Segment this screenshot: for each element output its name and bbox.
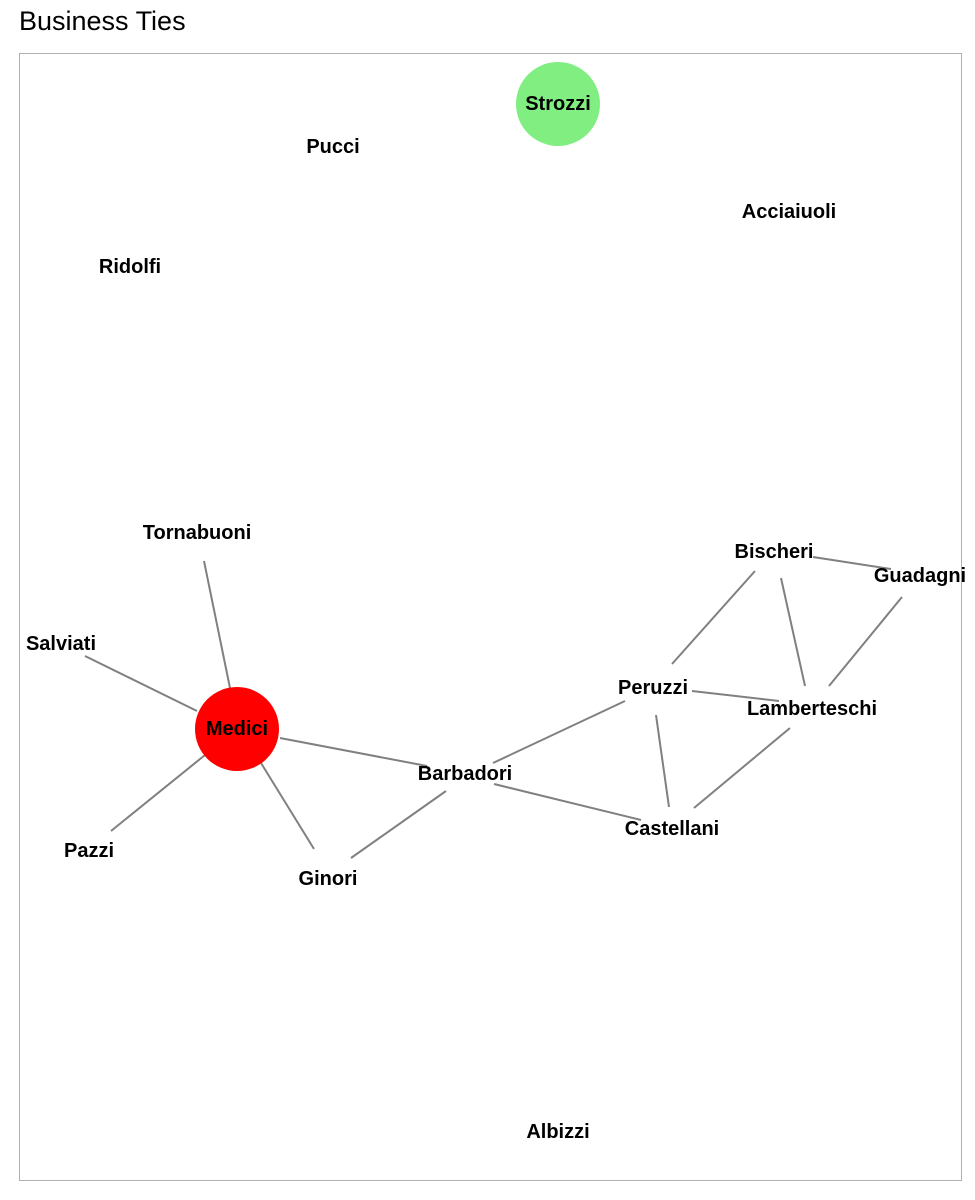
edge-peruzzi-lamberteschi	[691, 690, 780, 702]
node-acciaiuoli-label: Acciaiuoli	[742, 201, 836, 223]
node-salviati-label: Salviati	[26, 633, 96, 655]
node-ridolfi: Ridolfi	[99, 256, 161, 278]
node-ginori-label: Ginori	[299, 868, 358, 890]
node-bischeri: Bischeri	[735, 541, 814, 563]
node-strozzi-circle	[516, 62, 600, 146]
node-medici: Medici	[195, 687, 279, 771]
edge-bischeri-guadagni	[812, 556, 892, 570]
node-bischeri-label: Bischeri	[735, 541, 814, 563]
edge-barbadori-castellani	[493, 783, 642, 821]
node-peruzzi: Peruzzi	[618, 677, 688, 699]
node-guadagni: Guadagni	[874, 565, 966, 587]
edge-peruzzi-bischeri	[671, 570, 756, 665]
node-peruzzi-label: Peruzzi	[618, 677, 688, 699]
edge-guadagni-lamberteschi	[828, 596, 903, 687]
node-guadagni-label: Guadagni	[874, 565, 966, 587]
node-medici-circle	[195, 687, 279, 771]
node-castellani: Castellani	[625, 818, 719, 840]
node-albizzi: Albizzi	[526, 1121, 589, 1143]
edge-medici-barbadori	[279, 737, 428, 767]
node-ginori: Ginori	[299, 868, 358, 890]
node-salviati: Salviati	[26, 633, 96, 655]
edge-peruzzi-castellani	[655, 714, 670, 808]
edge-medici-ginori	[260, 762, 315, 850]
edge-bischeri-lamberteschi	[780, 577, 806, 687]
node-lamberteschi-label: Lamberteschi	[747, 698, 877, 720]
node-medici-label: Medici	[206, 718, 268, 740]
node-pazzi-label: Pazzi	[64, 840, 114, 862]
node-albizzi-label: Albizzi	[526, 1121, 589, 1143]
node-barbadori: Barbadori	[418, 763, 512, 785]
edges-layer	[84, 556, 903, 859]
node-strozzi: Strozzi	[516, 62, 600, 146]
node-ridolfi-label: Ridolfi	[99, 256, 161, 278]
edge-medici-salviati	[84, 655, 198, 712]
node-tornabuoni-label: Tornabuoni	[143, 522, 252, 544]
node-strozzi-label: Strozzi	[525, 93, 591, 115]
node-pucci: Pucci	[306, 136, 359, 158]
node-pucci-label: Pucci	[306, 136, 359, 158]
node-barbadori-label: Barbadori	[418, 763, 512, 785]
edge-medici-tornabuoni	[203, 560, 231, 689]
node-lamberteschi: Lamberteschi	[747, 698, 877, 720]
diagram-title: Business Ties	[19, 6, 186, 36]
edge-barbadori-ginori	[350, 790, 447, 859]
node-castellani-label: Castellani	[625, 818, 719, 840]
node-pazzi: Pazzi	[64, 840, 114, 862]
node-tornabuoni: Tornabuoni	[143, 522, 252, 544]
edge-medici-pazzi	[110, 754, 206, 832]
edge-barbadori-peruzzi	[492, 700, 626, 764]
nodes-layer: Strozzi Pucci Acciaiuoli Ridolfi Tornabuoni B…	[26, 62, 966, 1143]
plot-frame	[19, 53, 962, 1181]
node-acciaiuoli: Acciaiuoli	[742, 201, 836, 223]
edge-lamberteschi-castellani	[693, 727, 791, 809]
